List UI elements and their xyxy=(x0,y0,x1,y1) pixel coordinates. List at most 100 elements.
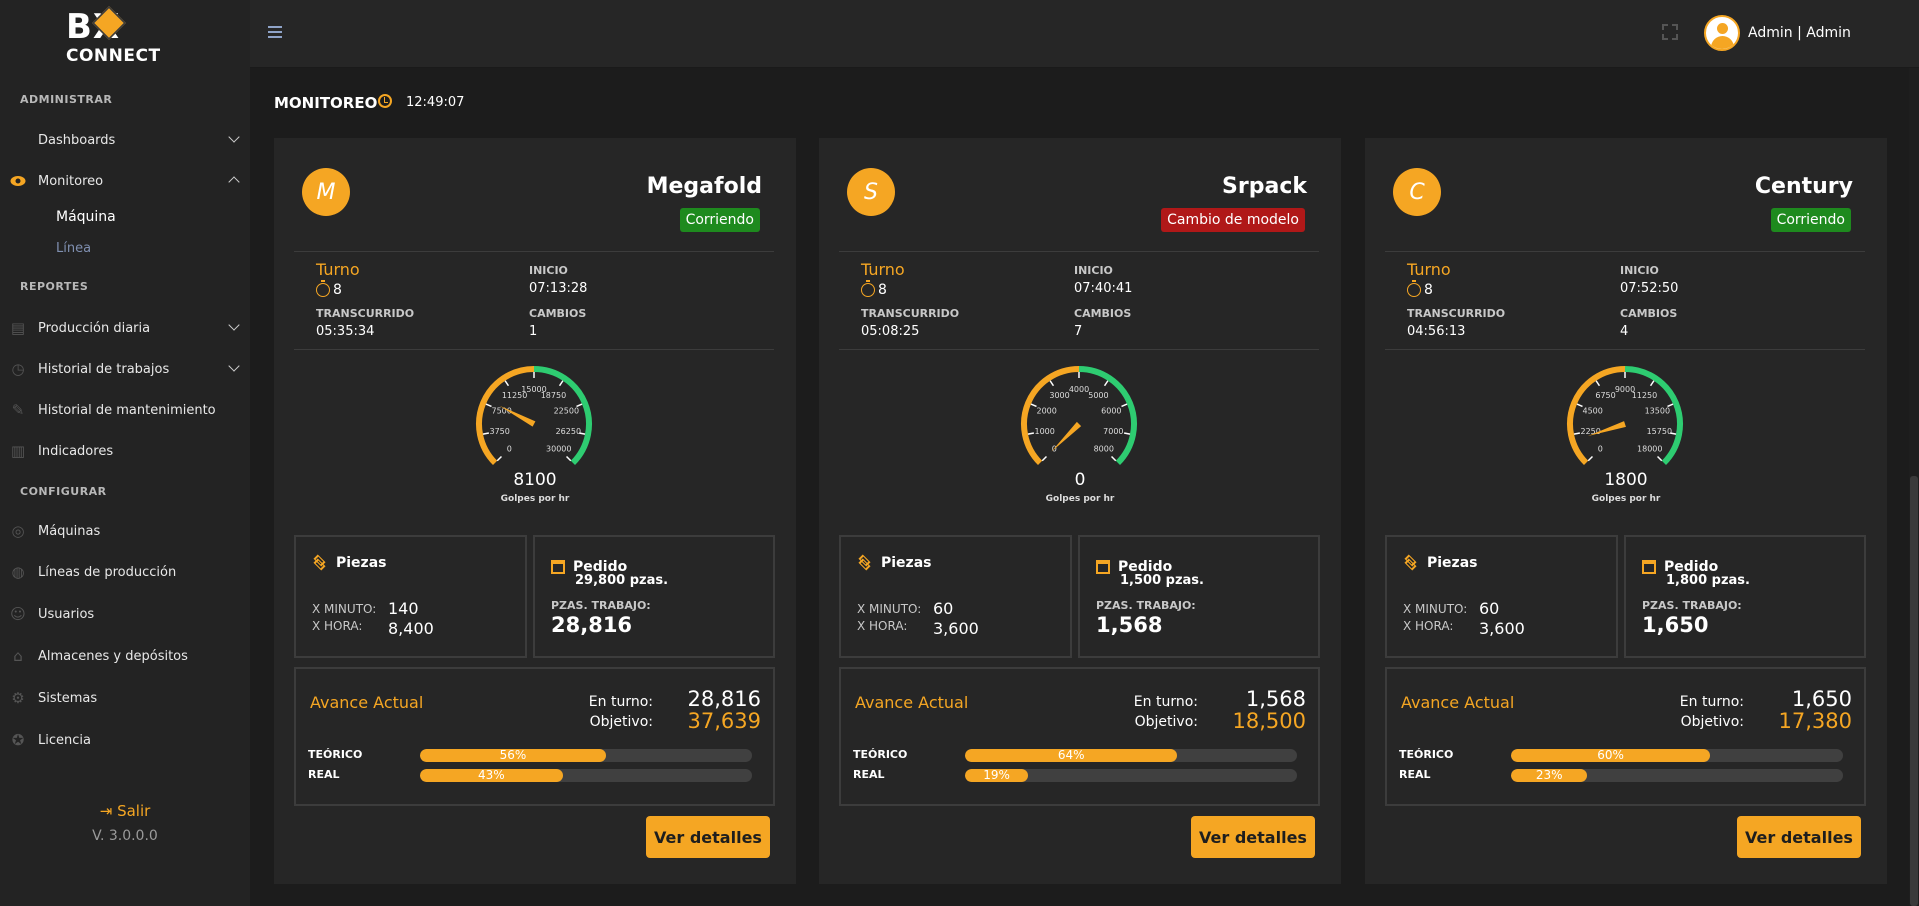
gauge-tick-label: 0 xyxy=(1598,445,1603,454)
transcurrido-value: 05:35:34 xyxy=(316,324,375,339)
x-minuto-label: X MINUTO: xyxy=(312,602,377,616)
sidebar-item-historial-trabajos[interactable]: ◷ Historial de trabajos xyxy=(0,354,250,384)
piezas-box: Piezas X MINUTO: 60 X HORA: 3,600 xyxy=(839,535,1072,658)
sidebar-item-label: Historial de trabajos xyxy=(38,361,170,377)
x-minuto-value: 60 xyxy=(933,599,954,618)
sidebar-item-almacenes[interactable]: ⌂ Almacenes y depósitos xyxy=(0,641,250,671)
gauge-tick-label: 0 xyxy=(1052,445,1057,454)
warehouse-icon: ⌂ xyxy=(13,647,23,665)
inicio-label: INICIO xyxy=(529,264,568,277)
status-badge: Cambio de modelo xyxy=(1161,208,1305,232)
avatar[interactable] xyxy=(1704,15,1740,51)
piezas-box: Piezas X MINUTO: 60 X HORA: 3,600 xyxy=(1385,535,1618,658)
gauge-tick xyxy=(576,403,583,408)
sidebar-item-lineas[interactable]: ◍ Líneas de producción xyxy=(0,557,250,587)
inicio-value: 07:13:28 xyxy=(529,281,588,296)
sidebar-item-dashboards[interactable]: Dashboards xyxy=(0,125,250,155)
gauge-tick-label: 6750 xyxy=(1595,391,1615,400)
logout-icon: ⇥ xyxy=(99,802,113,820)
sidebar-item-label: Licencia xyxy=(38,732,91,748)
gauge-needle xyxy=(1587,421,1626,437)
gauge-tick-label: 13500 xyxy=(1645,407,1670,416)
logout-label: Salir xyxy=(117,802,151,820)
logo: BX CONNECT xyxy=(64,6,186,66)
scrollbar-thumb[interactable] xyxy=(1910,476,1918,906)
gauge-tick-label: 18000 xyxy=(1637,445,1662,454)
teorico-bar: 56% xyxy=(420,749,752,762)
gauge-tick-label: 4500 xyxy=(1582,407,1602,416)
gauge-tick-label: 7500 xyxy=(491,407,511,416)
machine-card-srpack: S Srpack Cambio de modelo Turno 8 INICIO… xyxy=(819,138,1341,884)
sidebar-item-usuarios[interactable]: ☺ Usuarios xyxy=(0,599,250,629)
x-hora-value: 3,600 xyxy=(933,619,979,638)
avance-box: Avance Actual En turno: 1,568 Objetivo: … xyxy=(839,667,1320,806)
gauge-tick-label: 2000 xyxy=(1036,407,1056,416)
cambios-value: 4 xyxy=(1620,324,1629,339)
sidebar-item-licencia[interactable]: ✪ Licencia xyxy=(0,725,250,755)
objetivo-value: 37,639 xyxy=(687,709,761,733)
pedido-value: 1,500 pzas. xyxy=(1120,573,1204,588)
header: Admin | Admin xyxy=(250,0,1919,68)
sidebar-item-maquinas[interactable]: ◎ Máquinas xyxy=(0,516,250,546)
logout-button[interactable]: ⇥ Salir xyxy=(0,802,250,820)
sidebar-subitem-maquina[interactable]: Máquina xyxy=(56,209,116,225)
fullscreen-icon[interactable] xyxy=(1662,24,1678,40)
turno-label: Turno xyxy=(316,260,360,279)
real-bar: 43% xyxy=(420,769,752,782)
teorico-bar-fill xyxy=(1511,749,1711,762)
gauge-tick xyxy=(1027,432,1035,435)
sidebar-subitem-linea[interactable]: Línea xyxy=(56,241,92,256)
gauge-tick-label: 15750 xyxy=(1647,427,1672,436)
gauge-tick xyxy=(1121,403,1128,408)
sidebar-item-historial-mantenimiento[interactable]: ✎ Historial de mantenimiento xyxy=(0,395,250,425)
transcurrido-value: 04:56:13 xyxy=(1407,324,1466,339)
sidebar-item-produccion[interactable]: ▤ Producción diaria xyxy=(0,313,250,343)
gauge-tick-label: 9000 xyxy=(1615,385,1635,394)
sidebar-item-sistemas[interactable]: ⚙ Sistemas xyxy=(0,683,250,713)
sidebar-item-monitoreo[interactable]: Monitoreo xyxy=(0,166,250,196)
pedido-value: 1,800 pzas. xyxy=(1666,573,1750,588)
turno-value: 8 xyxy=(861,280,887,298)
transcurrido-label: TRANSCURRIDO xyxy=(861,307,960,320)
teorico-bar: 60% xyxy=(1511,749,1843,762)
pedido-box: Pedido 1,800 pzas. PZAS. TRABAJO: 1,650 xyxy=(1624,535,1866,658)
ver-detalles-button[interactable]: Ver detalles xyxy=(646,816,770,858)
gauge-tick-label: 4000 xyxy=(1069,385,1089,394)
pzas-trabajo-label: PZAS. TRABAJO: xyxy=(1096,599,1196,612)
user-name[interactable]: Admin | Admin xyxy=(1748,25,1851,41)
x-minuto-label: X MINUTO: xyxy=(857,602,922,616)
pzas-trabajo-value: 28,816 xyxy=(551,613,633,637)
teorico-bar-fill xyxy=(420,749,606,762)
gauge-tick-label: 3750 xyxy=(489,427,509,436)
section-reports: REPORTES xyxy=(20,280,89,293)
license-icon: ✪ xyxy=(11,731,25,749)
x-hora-value: 3,600 xyxy=(1479,619,1525,638)
pzas-trabajo-label: PZAS. TRABAJO: xyxy=(1642,599,1742,612)
turno-number: 8 xyxy=(878,282,887,298)
cambios-label: CAMBIOS xyxy=(1620,307,1678,320)
scrollbar-track[interactable] xyxy=(1909,68,1919,906)
pedido-value: 29,800 pzas. xyxy=(575,573,669,588)
real-bar-fill xyxy=(965,769,1029,782)
logo-bottom: CONNECT xyxy=(66,46,161,66)
x-hora-label: X HORA: xyxy=(1403,619,1454,633)
ver-detalles-button[interactable]: Ver detalles xyxy=(1737,816,1861,858)
piezas-title: Piezas xyxy=(857,554,932,571)
en-turno-value: 28,816 xyxy=(687,687,761,711)
gauge-tick xyxy=(1103,380,1109,387)
pedido-title: Pedido xyxy=(1096,559,1172,575)
machine-avatar: S xyxy=(847,168,895,216)
status-badge: Corriendo xyxy=(679,208,760,232)
ver-detalles-button[interactable]: Ver detalles xyxy=(1191,816,1315,858)
pzas-trabajo-value: 1,650 xyxy=(1642,613,1709,637)
hamburger-menu-icon[interactable] xyxy=(268,26,282,40)
gauge-tick xyxy=(1656,455,1663,462)
sidebar-item-indicadores[interactable]: ▥ Indicadores xyxy=(0,436,250,466)
gauge-label: Golpes por hr xyxy=(1045,494,1115,504)
piezas-label: Piezas xyxy=(881,555,932,571)
gear-icon: ⚙ xyxy=(11,689,25,707)
real-bar-fill xyxy=(1511,769,1588,782)
real-percent: 43% xyxy=(478,769,505,782)
gauge-tick xyxy=(504,380,510,387)
objetivo-label: Objetivo: xyxy=(1680,714,1744,730)
